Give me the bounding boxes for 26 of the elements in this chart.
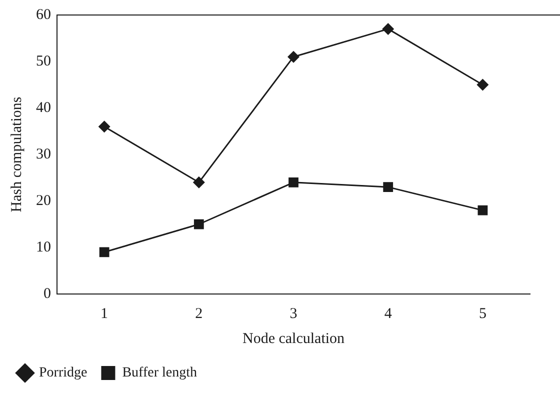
y-tick-label: 20: [36, 192, 51, 209]
y-tick-label: 60: [36, 6, 51, 23]
point: [288, 177, 298, 188]
point: [194, 219, 204, 230]
point: [478, 205, 488, 216]
x-tick-label: 1: [100, 306, 108, 322]
x-tick-label: 3: [290, 306, 298, 322]
point: [383, 182, 394, 192]
legend-label: Buffer length: [122, 366, 197, 381]
x-tick-label: 4: [384, 306, 392, 322]
y-tick-label: 40: [36, 100, 51, 116]
point: [98, 120, 110, 133]
point: [382, 22, 394, 35]
y-tick-label: 10: [36, 239, 51, 256]
y-tick-label: 50: [36, 53, 51, 70]
point: [476, 78, 489, 91]
x-axis-title: Node calculation: [242, 330, 346, 347]
x-tick-label: 2: [195, 306, 203, 322]
point: [288, 50, 300, 63]
point: [192, 176, 205, 188]
legend-label: Porridge: [39, 366, 88, 381]
y-tick-label: 30: [36, 146, 51, 162]
x-tick-label: 5: [478, 306, 486, 322]
y-tick-label: 0: [44, 286, 51, 302]
point: [99, 247, 110, 258]
y-axis-title: Hash compulations: [8, 96, 25, 212]
